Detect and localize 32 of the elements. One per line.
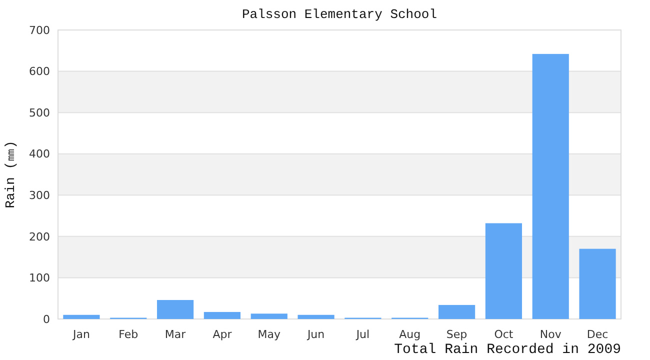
x-tick-label: Jan (72, 328, 90, 341)
y-tick-label: 0 (43, 312, 50, 326)
y-tick-label: 300 (29, 188, 50, 202)
x-tick-label: Jun (306, 328, 325, 341)
chart-title: Palsson Elementary School (242, 7, 438, 22)
x-tick-label: Aug (399, 328, 421, 341)
y-tick-label: 100 (29, 272, 50, 285)
x-tick-label: Oct (494, 328, 514, 341)
x-tick-label: May (258, 328, 281, 341)
bar (485, 223, 522, 319)
x-tick-label: Dec (586, 328, 608, 341)
x-tick-label: Sep (446, 328, 468, 341)
y-tick-label: 400 (29, 148, 50, 161)
y-tick-label: 200 (29, 230, 50, 244)
x-tick-label: Apr (212, 328, 232, 341)
y-axis-title: Rain (㎜) (3, 140, 18, 208)
bar (532, 54, 569, 319)
bar (156, 300, 194, 319)
bar (579, 248, 616, 319)
y-tick-label: 500 (29, 106, 50, 120)
bar (438, 304, 476, 319)
x-tick-label: Mar (164, 328, 186, 341)
bar (63, 314, 100, 319)
x-tick-label: Feb (118, 328, 138, 341)
x-axis-title: Total Rain Recorded in 2009 (394, 342, 621, 358)
bar (204, 312, 241, 319)
bar (250, 314, 288, 319)
y-tick-label: 600 (29, 65, 50, 78)
x-tick-label: Nov (540, 328, 562, 341)
y-tick-label: 700 (29, 24, 50, 37)
x-tick-label: Jul (355, 328, 370, 341)
bar (298, 314, 334, 319)
